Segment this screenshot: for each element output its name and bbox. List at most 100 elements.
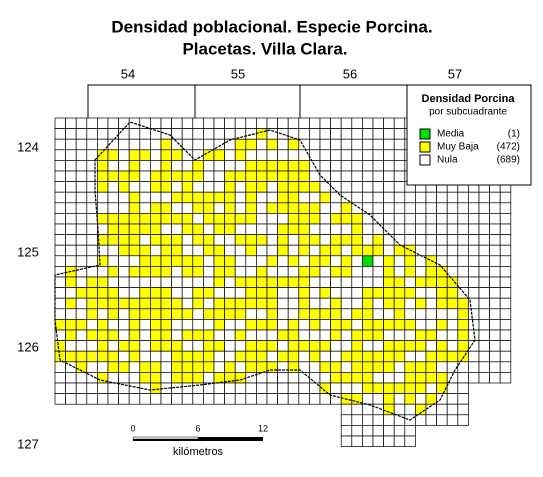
cell [97, 340, 109, 352]
cell [192, 361, 204, 373]
cell [65, 138, 77, 151]
cell [203, 297, 215, 310]
cell [139, 266, 151, 278]
cell [86, 393, 98, 405]
cell [75, 149, 88, 161]
cell [107, 213, 119, 225]
cell [86, 138, 98, 151]
cell [128, 297, 141, 310]
cell [298, 170, 310, 182]
cell [383, 191, 395, 204]
cell [256, 350, 268, 363]
cell [404, 202, 416, 214]
cell [436, 202, 448, 214]
cell [393, 435, 406, 447]
cell [107, 244, 119, 257]
cell [499, 287, 512, 299]
cell [150, 287, 162, 299]
cell [234, 202, 247, 214]
cell [287, 117, 300, 129]
cell [192, 340, 204, 352]
cell [383, 382, 395, 394]
cell [383, 149, 395, 161]
cell [118, 266, 130, 278]
cell [457, 372, 469, 384]
cell [425, 382, 437, 394]
cell [330, 340, 342, 352]
cell [203, 255, 215, 267]
cell [415, 329, 427, 341]
cell [118, 308, 130, 320]
cell [277, 308, 289, 320]
cell [266, 276, 278, 288]
cell [75, 255, 88, 267]
cell [150, 361, 162, 373]
cell [468, 372, 480, 384]
cell [351, 117, 363, 129]
cell [266, 160, 278, 172]
cell [362, 223, 374, 235]
cell [256, 170, 268, 182]
cell [277, 393, 289, 405]
cell [234, 213, 247, 225]
cell [393, 372, 406, 384]
cell [224, 287, 236, 299]
cell [86, 160, 98, 172]
cell [203, 234, 215, 246]
cell [54, 117, 66, 129]
cell [330, 297, 342, 310]
cell [54, 181, 66, 193]
cell [277, 181, 289, 193]
cell [150, 191, 162, 204]
cell [340, 170, 353, 182]
cell [65, 117, 77, 129]
cell [107, 255, 119, 267]
cell [150, 372, 162, 384]
cell [266, 223, 278, 235]
scale-tick: 12 [258, 423, 268, 433]
cell [489, 319, 501, 331]
cell [97, 170, 109, 182]
cell [478, 244, 490, 257]
cell [277, 297, 289, 310]
cell [499, 340, 512, 352]
title: Densidad poblacional. Especie Porcina. [111, 17, 432, 36]
cell [478, 287, 490, 299]
cell [489, 350, 501, 363]
cell [362, 425, 374, 437]
cell [499, 319, 512, 331]
cell [65, 213, 77, 225]
cell [256, 372, 268, 384]
cell [54, 170, 66, 182]
cell [287, 149, 300, 161]
cell [234, 382, 247, 394]
cell [277, 170, 289, 182]
cell [404, 319, 416, 331]
cell [54, 138, 66, 151]
cell [351, 170, 363, 182]
cell [256, 117, 268, 129]
cell [224, 319, 236, 331]
cell [107, 223, 119, 235]
cell [298, 191, 310, 204]
cell [213, 276, 225, 288]
cell [97, 382, 109, 394]
cell [351, 202, 363, 214]
cell [383, 128, 395, 140]
cell [181, 255, 194, 267]
cell [404, 372, 416, 384]
cell [256, 255, 268, 267]
cell [224, 234, 236, 246]
cell [266, 170, 278, 182]
cell [107, 276, 119, 288]
cell [203, 372, 215, 384]
cell [298, 255, 310, 267]
cell [309, 361, 321, 373]
cell [309, 308, 321, 320]
cell [319, 308, 331, 320]
cell [446, 414, 459, 426]
cell [372, 202, 384, 214]
cell [372, 181, 384, 193]
cell [203, 350, 215, 363]
cell [171, 308, 183, 320]
